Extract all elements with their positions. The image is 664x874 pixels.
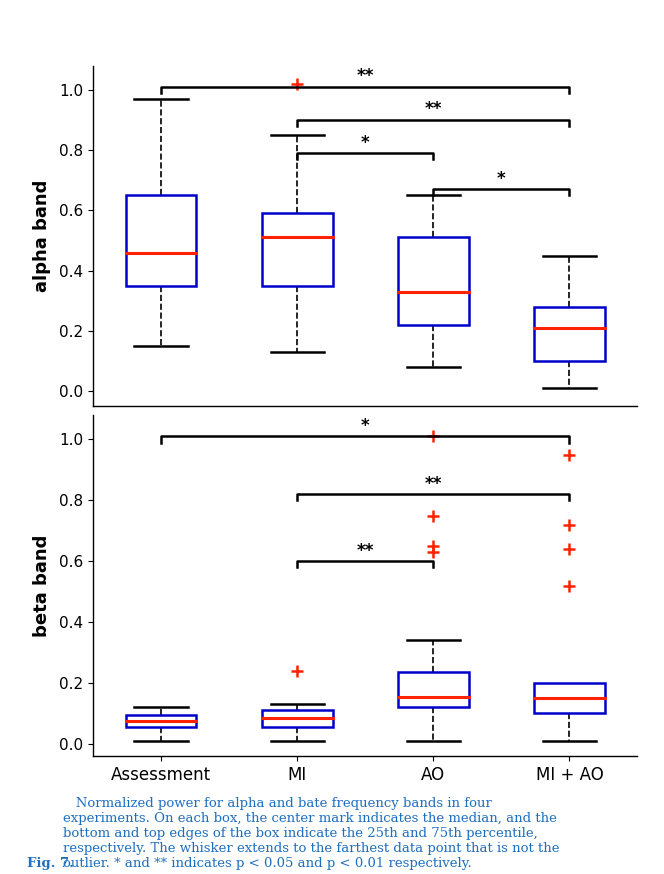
Bar (262, 711, 333, 727)
Text: **: ** (424, 101, 442, 118)
Y-axis label: alpha band: alpha band (33, 180, 50, 292)
Bar (262, 213, 333, 286)
Bar (534, 307, 605, 361)
Text: *: * (497, 170, 506, 188)
Bar (398, 672, 469, 707)
Bar (534, 683, 605, 713)
Text: **: ** (357, 542, 374, 559)
Text: *: * (361, 417, 370, 435)
Text: **: ** (424, 475, 442, 493)
Text: **: ** (357, 67, 374, 85)
Bar (125, 195, 197, 286)
Bar (398, 238, 469, 325)
Text: Normalized power for alpha and bate frequency bands in four
experiments. On each: Normalized power for alpha and bate freq… (63, 796, 560, 870)
Text: *: * (361, 134, 370, 151)
Text: Fig. 7.: Fig. 7. (27, 857, 74, 870)
Y-axis label: beta band: beta band (33, 534, 50, 637)
Bar (125, 715, 197, 727)
